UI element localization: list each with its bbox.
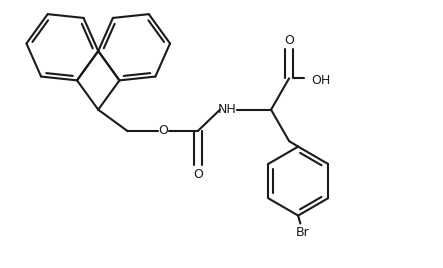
Text: Br: Br <box>295 226 309 239</box>
Text: O: O <box>284 34 294 47</box>
Text: NH: NH <box>218 103 237 116</box>
Text: O: O <box>193 168 203 181</box>
Text: OH: OH <box>311 74 330 87</box>
Text: O: O <box>159 125 168 137</box>
